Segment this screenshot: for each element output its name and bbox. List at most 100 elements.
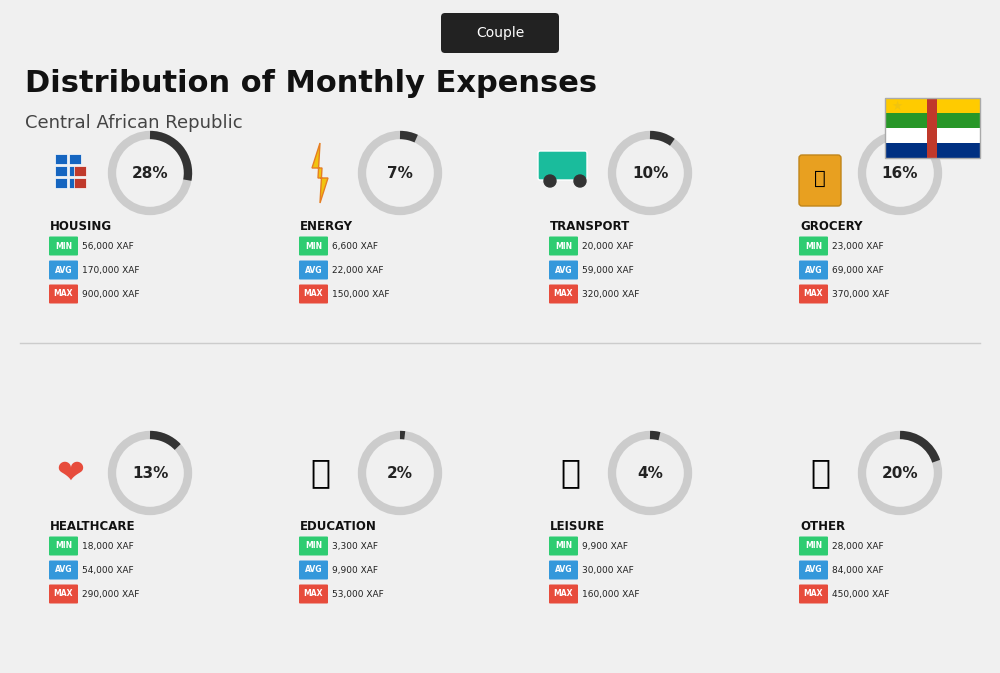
Text: 28,000 XAF: 28,000 XAF <box>832 542 884 551</box>
FancyBboxPatch shape <box>799 155 841 206</box>
Bar <box>885 113 980 128</box>
Text: 3,300 XAF: 3,300 XAF <box>332 542 378 551</box>
Text: 56,000 XAF: 56,000 XAF <box>82 242 134 250</box>
FancyBboxPatch shape <box>799 561 828 579</box>
FancyBboxPatch shape <box>549 561 578 579</box>
Text: 69,000 XAF: 69,000 XAF <box>832 266 884 275</box>
FancyBboxPatch shape <box>549 584 578 604</box>
FancyBboxPatch shape <box>49 285 78 304</box>
Text: MAX: MAX <box>304 289 323 299</box>
Text: MAX: MAX <box>54 590 73 598</box>
FancyBboxPatch shape <box>55 178 67 188</box>
Circle shape <box>574 175 586 187</box>
Text: 370,000 XAF: 370,000 XAF <box>832 289 890 299</box>
FancyBboxPatch shape <box>799 236 828 256</box>
FancyBboxPatch shape <box>49 536 78 555</box>
Text: 84,000 XAF: 84,000 XAF <box>832 565 884 575</box>
FancyBboxPatch shape <box>69 166 81 176</box>
Text: MIN: MIN <box>555 242 572 250</box>
Text: 22,000 XAF: 22,000 XAF <box>332 266 384 275</box>
FancyBboxPatch shape <box>49 236 78 256</box>
Bar <box>927 98 937 158</box>
Text: GROCERY: GROCERY <box>800 220 862 233</box>
Text: AVG: AVG <box>55 565 72 575</box>
Text: 290,000 XAF: 290,000 XAF <box>82 590 139 598</box>
Text: Central African Republic: Central African Republic <box>25 114 243 132</box>
Circle shape <box>544 175 556 187</box>
Text: MIN: MIN <box>55 542 72 551</box>
FancyBboxPatch shape <box>74 166 86 176</box>
Text: 30,000 XAF: 30,000 XAF <box>582 565 634 575</box>
Text: HEALTHCARE: HEALTHCARE <box>50 520 136 533</box>
FancyBboxPatch shape <box>49 584 78 604</box>
Text: OTHER: OTHER <box>800 520 845 533</box>
Text: AVG: AVG <box>305 266 322 275</box>
Text: MIN: MIN <box>805 542 822 551</box>
Bar <box>885 143 980 158</box>
Text: Couple: Couple <box>476 26 524 40</box>
Text: 20,000 XAF: 20,000 XAF <box>582 242 634 250</box>
FancyBboxPatch shape <box>799 584 828 604</box>
FancyBboxPatch shape <box>69 154 81 164</box>
Text: ★: ★ <box>891 100 903 112</box>
FancyBboxPatch shape <box>55 166 67 176</box>
Text: 23,000 XAF: 23,000 XAF <box>832 242 884 250</box>
FancyBboxPatch shape <box>55 154 67 164</box>
Text: AVG: AVG <box>555 565 572 575</box>
Text: 900,000 XAF: 900,000 XAF <box>82 289 140 299</box>
Text: MIN: MIN <box>305 542 322 551</box>
Text: 18,000 XAF: 18,000 XAF <box>82 542 134 551</box>
Text: 28%: 28% <box>132 166 168 180</box>
FancyBboxPatch shape <box>549 236 578 256</box>
Text: 9,900 XAF: 9,900 XAF <box>332 565 378 575</box>
Bar <box>885 128 980 143</box>
Text: 20%: 20% <box>882 466 918 481</box>
Text: MIN: MIN <box>555 542 572 551</box>
Text: 2%: 2% <box>387 466 413 481</box>
FancyBboxPatch shape <box>441 13 559 53</box>
FancyBboxPatch shape <box>299 285 328 304</box>
Text: MAX: MAX <box>804 289 823 299</box>
FancyBboxPatch shape <box>49 561 78 579</box>
Text: MAX: MAX <box>554 289 573 299</box>
Text: 🎓: 🎓 <box>310 456 330 489</box>
FancyBboxPatch shape <box>549 536 578 555</box>
Text: MIN: MIN <box>55 242 72 250</box>
Text: 170,000 XAF: 170,000 XAF <box>82 266 140 275</box>
Text: MAX: MAX <box>804 590 823 598</box>
Text: LEISURE: LEISURE <box>550 520 605 533</box>
FancyBboxPatch shape <box>69 178 81 188</box>
FancyBboxPatch shape <box>299 536 328 555</box>
Text: AVG: AVG <box>55 266 72 275</box>
Text: 320,000 XAF: 320,000 XAF <box>582 289 639 299</box>
Text: MIN: MIN <box>305 242 322 250</box>
Text: 7%: 7% <box>387 166 413 180</box>
FancyBboxPatch shape <box>49 260 78 279</box>
FancyBboxPatch shape <box>299 236 328 256</box>
FancyBboxPatch shape <box>538 151 587 180</box>
Text: MAX: MAX <box>54 289 73 299</box>
Text: AVG: AVG <box>805 266 822 275</box>
Polygon shape <box>312 143 328 203</box>
Text: 10%: 10% <box>632 166 668 180</box>
FancyBboxPatch shape <box>799 260 828 279</box>
Text: Distribution of Monthly Expenses: Distribution of Monthly Expenses <box>25 69 597 98</box>
Text: 53,000 XAF: 53,000 XAF <box>332 590 384 598</box>
Text: HOUSING: HOUSING <box>50 220 112 233</box>
Text: MAX: MAX <box>304 590 323 598</box>
FancyBboxPatch shape <box>74 178 86 188</box>
FancyBboxPatch shape <box>549 285 578 304</box>
Text: 🛍: 🛍 <box>560 456 580 489</box>
Text: EDUCATION: EDUCATION <box>300 520 377 533</box>
Text: 160,000 XAF: 160,000 XAF <box>582 590 640 598</box>
Text: MAX: MAX <box>554 590 573 598</box>
Text: 9,900 XAF: 9,900 XAF <box>582 542 628 551</box>
Text: TRANSPORT: TRANSPORT <box>550 220 630 233</box>
Text: AVG: AVG <box>805 565 822 575</box>
Text: ❤: ❤ <box>56 456 84 489</box>
Text: 6,600 XAF: 6,600 XAF <box>332 242 378 250</box>
Text: 59,000 XAF: 59,000 XAF <box>582 266 634 275</box>
Text: 150,000 XAF: 150,000 XAF <box>332 289 390 299</box>
Bar <box>885 98 980 158</box>
FancyBboxPatch shape <box>799 285 828 304</box>
